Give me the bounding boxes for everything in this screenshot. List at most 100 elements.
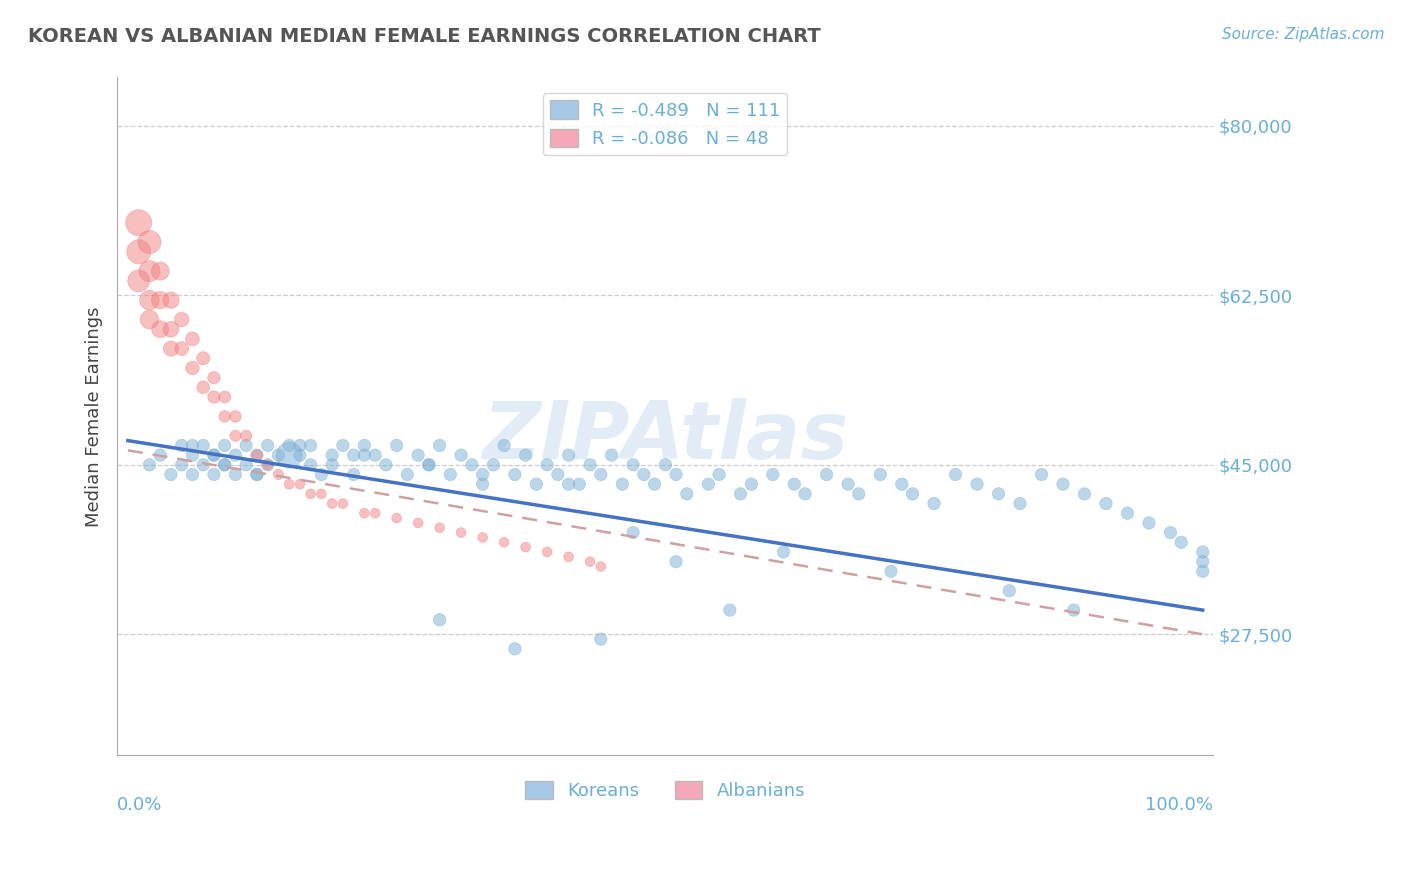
Point xyxy=(740,477,762,491)
Point xyxy=(922,497,945,511)
Point xyxy=(170,342,193,356)
Legend: Koreans, Albanians: Koreans, Albanians xyxy=(519,773,813,807)
Point xyxy=(515,540,537,554)
Point xyxy=(396,467,419,482)
Text: 100.0%: 100.0% xyxy=(1146,796,1213,814)
Point xyxy=(235,438,257,452)
Point xyxy=(1191,555,1213,569)
Point xyxy=(654,458,676,472)
Point xyxy=(901,487,924,501)
Point xyxy=(160,293,183,308)
Point xyxy=(633,467,655,482)
Point xyxy=(214,409,236,424)
Point xyxy=(160,322,183,336)
Point xyxy=(170,312,193,326)
Point xyxy=(665,467,688,482)
Point xyxy=(450,448,472,462)
Point xyxy=(1063,603,1085,617)
Point xyxy=(364,448,387,462)
Point xyxy=(471,477,494,491)
Point xyxy=(1008,497,1031,511)
Point xyxy=(1052,477,1074,491)
Point xyxy=(321,448,343,462)
Point xyxy=(343,448,366,462)
Point xyxy=(429,438,451,452)
Point xyxy=(353,438,375,452)
Point xyxy=(494,438,516,452)
Point xyxy=(869,467,891,482)
Point xyxy=(138,312,160,326)
Point xyxy=(311,467,333,482)
Point xyxy=(138,264,160,278)
Point xyxy=(149,293,172,308)
Point xyxy=(149,322,172,336)
Point xyxy=(418,458,440,472)
Point xyxy=(214,458,236,472)
Point xyxy=(278,477,301,491)
Text: Source: ZipAtlas.com: Source: ZipAtlas.com xyxy=(1222,27,1385,42)
Point xyxy=(288,477,311,491)
Text: 0.0%: 0.0% xyxy=(117,796,163,814)
Point xyxy=(880,565,903,579)
Point xyxy=(299,438,322,452)
Point xyxy=(170,458,193,472)
Point xyxy=(214,458,236,472)
Point xyxy=(557,477,579,491)
Point xyxy=(557,448,579,462)
Point xyxy=(224,448,246,462)
Point xyxy=(524,477,547,491)
Point xyxy=(138,458,160,472)
Text: ZIPAtlas: ZIPAtlas xyxy=(482,398,848,475)
Point xyxy=(945,467,967,482)
Point xyxy=(644,477,666,491)
Point xyxy=(1095,497,1118,511)
Point xyxy=(181,332,204,346)
Point xyxy=(193,380,215,394)
Point xyxy=(450,525,472,540)
Point xyxy=(837,477,859,491)
Point xyxy=(612,477,634,491)
Point xyxy=(503,467,526,482)
Point xyxy=(202,390,225,404)
Point xyxy=(311,487,333,501)
Point xyxy=(353,506,375,520)
Point xyxy=(1170,535,1192,549)
Point xyxy=(1116,506,1139,520)
Point xyxy=(406,516,429,530)
Point xyxy=(494,535,516,549)
Point xyxy=(1191,545,1213,559)
Y-axis label: Median Female Earnings: Median Female Earnings xyxy=(86,306,103,526)
Point xyxy=(1191,565,1213,579)
Point xyxy=(193,458,215,472)
Point xyxy=(471,531,494,545)
Point xyxy=(579,458,602,472)
Point xyxy=(181,467,204,482)
Point xyxy=(160,342,183,356)
Point xyxy=(600,448,623,462)
Point xyxy=(385,511,408,525)
Point xyxy=(364,506,387,520)
Point xyxy=(621,525,644,540)
Point xyxy=(288,438,311,452)
Point xyxy=(181,448,204,462)
Point xyxy=(202,370,225,384)
Point xyxy=(138,293,160,308)
Point xyxy=(128,274,150,288)
Point xyxy=(224,409,246,424)
Point xyxy=(794,487,817,501)
Point xyxy=(267,448,290,462)
Point xyxy=(160,467,183,482)
Point xyxy=(181,438,204,452)
Point xyxy=(235,429,257,443)
Point xyxy=(149,448,172,462)
Point xyxy=(707,467,730,482)
Point xyxy=(579,555,602,569)
Point xyxy=(697,477,720,491)
Point xyxy=(193,351,215,366)
Point xyxy=(998,583,1021,598)
Point xyxy=(278,438,301,452)
Point xyxy=(128,216,150,230)
Point xyxy=(536,458,558,472)
Point xyxy=(515,448,537,462)
Point xyxy=(202,448,225,462)
